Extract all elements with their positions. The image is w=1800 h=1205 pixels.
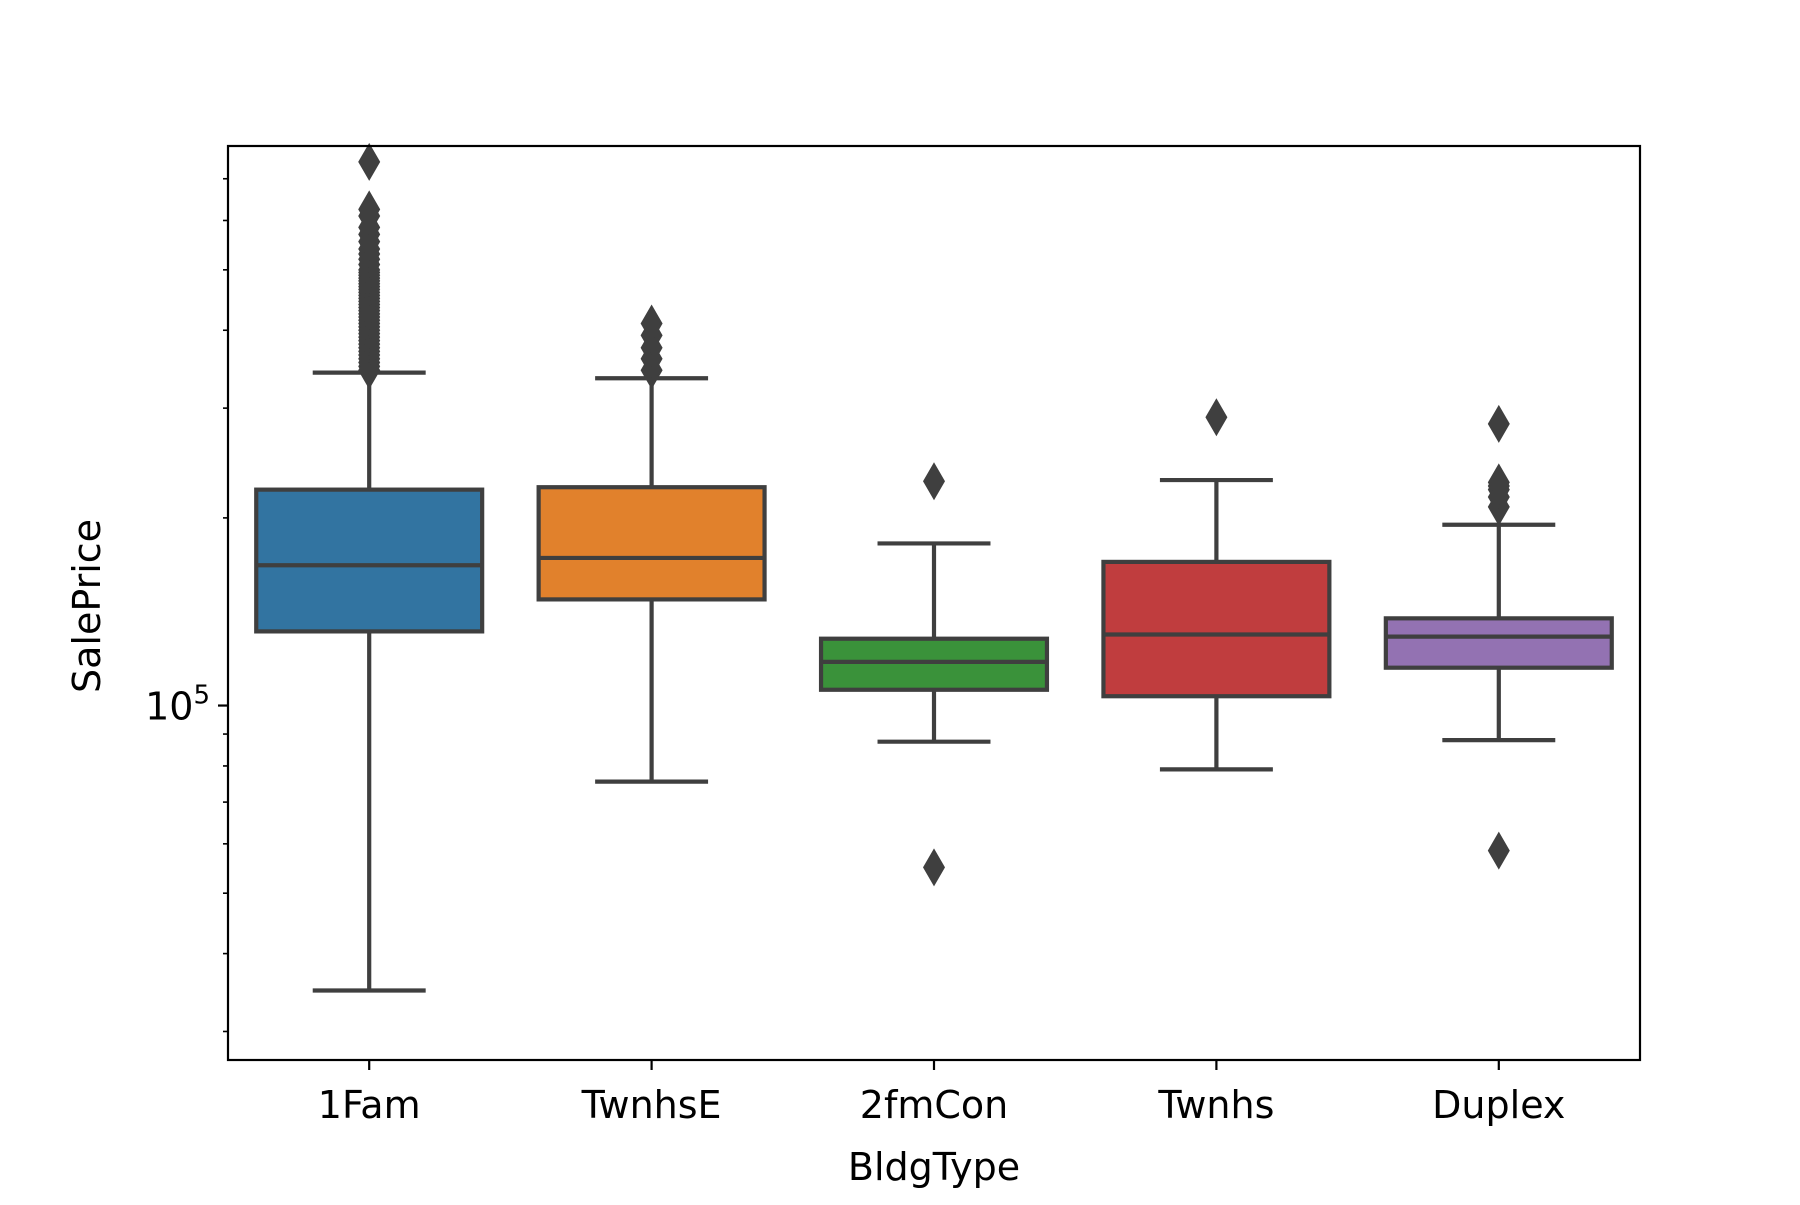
box-iqr [1383, 616, 1614, 670]
outlier-point [358, 142, 381, 181]
box-group-duplex [1383, 404, 1614, 870]
box-iqr [536, 485, 767, 602]
y-tick-label-exponent: 5 [193, 681, 210, 711]
outlier-point [358, 190, 381, 229]
box-group-2fmcon [818, 462, 1050, 887]
x-tick-label-2fmcon: 2fmCon [860, 1083, 1008, 1127]
y-tick-label: 105 [145, 681, 210, 729]
outlier-point [640, 304, 663, 343]
x-tick-label-duplex: Duplex [1432, 1083, 1565, 1127]
outlier-point [1487, 831, 1510, 870]
box-iqr [1101, 559, 1332, 699]
box-iqr [254, 487, 485, 634]
y-tick-label-base: 10 [145, 685, 193, 729]
outlier-point [923, 462, 945, 501]
x-tick-label-twnhse: TwnhsE [581, 1083, 722, 1127]
outlier-point [1487, 404, 1510, 443]
outlier-point [1205, 398, 1228, 437]
boxes-layer [254, 142, 1614, 993]
box-iqr [818, 636, 1050, 692]
y-axis-label: SalePrice [65, 519, 109, 693]
x-tick-label-twnhs: Twnhs [1157, 1083, 1274, 1127]
box-group-twnhs [1101, 398, 1332, 772]
box-group-twnhse [536, 304, 767, 784]
x-axis-label: BldgType [848, 1145, 1020, 1189]
outlier-point [1487, 463, 1510, 502]
box-group-1fam [254, 142, 485, 993]
x-axis: 1Fam TwnhsE 2fmCon Twnhs Duplex [318, 1060, 1565, 1127]
x-tick-label-1fam: 1Fam [318, 1083, 421, 1127]
outlier-point [923, 848, 945, 887]
y-axis: 105 [145, 177, 228, 1033]
